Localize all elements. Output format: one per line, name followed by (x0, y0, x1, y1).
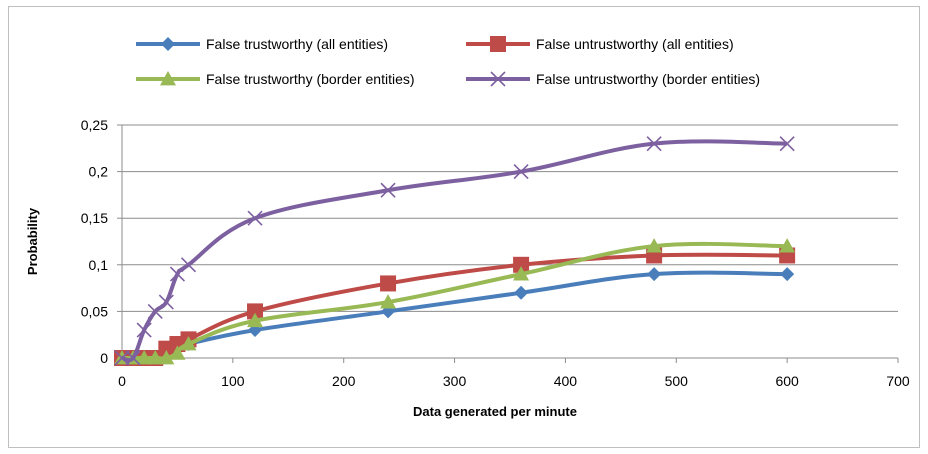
x-axis-title: Data generated per minute (413, 404, 577, 419)
legend-marker (490, 71, 506, 87)
data-point (779, 136, 795, 152)
legend-marker (160, 71, 176, 86)
legend-label: False untrustworthy (border entities) (536, 71, 760, 87)
data-point (180, 257, 197, 273)
data-point (514, 285, 529, 300)
y-tick-label: 0,15 (81, 210, 108, 226)
data-point (180, 336, 197, 351)
data-point (380, 275, 397, 292)
series-1 (115, 267, 795, 365)
legend-item: False untrustworthy (all entities) (466, 36, 734, 52)
y-tick-label: 0 (100, 350, 108, 366)
data-point (513, 256, 530, 273)
data-point (169, 345, 186, 360)
series-4 (114, 136, 795, 366)
series-group (114, 136, 796, 366)
data-point (380, 182, 396, 198)
gridlines (122, 124, 898, 312)
legend-item: False untrustworthy (border entities) (466, 71, 760, 87)
x-tick-label: 500 (665, 373, 689, 389)
data-point (247, 312, 264, 328)
legend-marker (490, 36, 506, 52)
data-point (646, 136, 662, 152)
legend-item: False trustworthy (all entities) (136, 36, 388, 52)
data-point (247, 303, 264, 320)
legend-label: False untrustworthy (all entities) (536, 36, 734, 52)
legend-label: False trustworthy (border entities) (206, 71, 415, 87)
data-point (780, 267, 795, 282)
y-tick-label: 0,25 (81, 117, 108, 133)
legend: False trustworthy (all entities) False un… (136, 36, 760, 87)
x-tick-label: 600 (775, 373, 799, 389)
data-point (779, 238, 796, 253)
data-point (147, 303, 163, 319)
data-point (136, 322, 152, 338)
data-point (158, 294, 174, 310)
legend-item: False trustworthy (border entities) (136, 71, 415, 87)
axes: 0 0,05 0,1 0,15 0,2 0,25 0 100 200 300 400 500 600 70… (81, 117, 910, 389)
data-point (158, 350, 175, 365)
y-axis-title: Probability (25, 207, 40, 275)
series-line (122, 270, 788, 361)
data-point (647, 267, 662, 282)
series-line (122, 252, 788, 361)
data-point (513, 266, 530, 281)
x-tick-label: 700 (886, 373, 910, 389)
x-tick-label: 0 (118, 373, 126, 389)
series-line (121, 139, 788, 363)
y-tick-label: 0,1 (89, 257, 109, 273)
data-point (169, 266, 185, 282)
legend-label: False trustworthy (all entities) (206, 36, 388, 52)
data-point (247, 210, 263, 226)
x-tick-label: 400 (554, 373, 578, 389)
x-tick-label: 300 (443, 373, 467, 389)
legend-marker (161, 37, 175, 51)
data-point (147, 350, 164, 365)
y-tick-label: 0,05 (81, 303, 108, 319)
x-tick-label: 200 (332, 373, 356, 389)
data-point (646, 238, 663, 253)
x-tick-label: 100 (221, 373, 245, 389)
y-tick-label: 0,2 (89, 164, 109, 180)
data-point (513, 164, 529, 180)
data-point (114, 350, 130, 366)
data-point (125, 350, 141, 366)
data-point (136, 350, 153, 365)
data-point (380, 294, 397, 309)
